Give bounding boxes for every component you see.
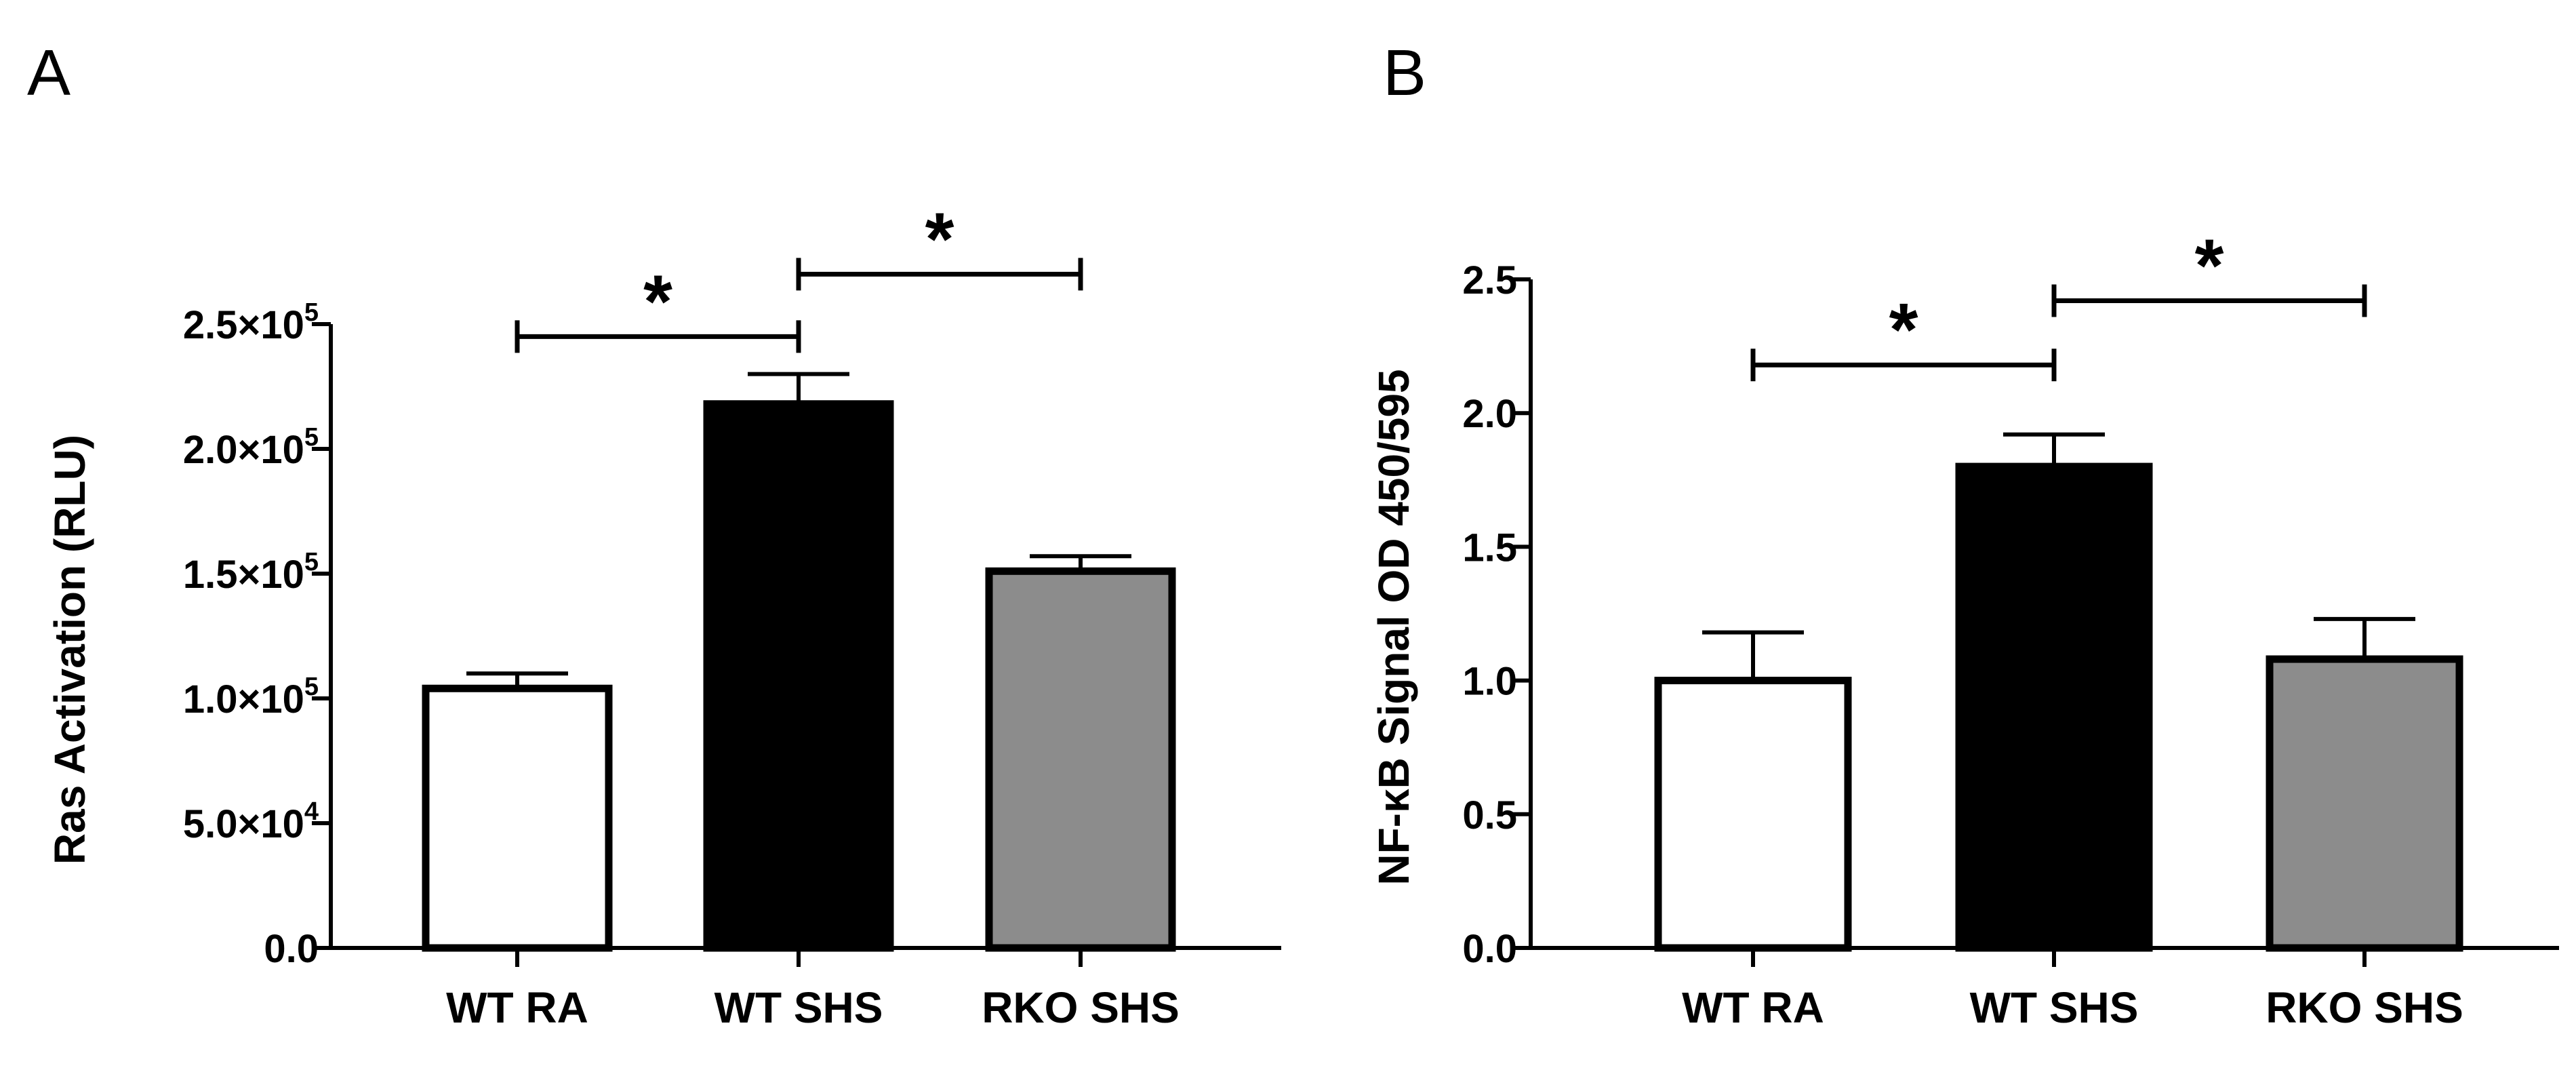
panel-a-y-tick-label: 1.0×105 <box>183 673 319 721</box>
panel-b-significance-star: * <box>2195 224 2224 308</box>
panel-a-bar <box>703 400 894 952</box>
panel-a-bar <box>985 567 1176 952</box>
panel-a-category-label: WT RA <box>446 983 588 1032</box>
panel-a-y-axis-title: Ras Activation (RLU) <box>45 435 94 865</box>
panel-b-y-tick-label: 2.5 <box>1462 258 1517 302</box>
panel-b-y-tick-label: 1.0 <box>1462 660 1517 704</box>
panel-a-category-label: RKO SHS <box>982 983 1180 1032</box>
panel-b-category-label: WT SHS <box>1970 983 2139 1032</box>
panel-a-significance-star: * <box>643 260 672 343</box>
panel-b-y-axis-title: NF-κB Signal OD 450/595 <box>1369 369 1418 885</box>
panel-b-category-label: WT RA <box>1682 983 1824 1032</box>
panel-b-letter: B <box>1383 37 1426 109</box>
panel-a-y-tick-label: 2.5×105 <box>183 298 319 347</box>
panel-b-chart: B 0.0 0.5 1.0 1.5 2.0 2.5 NF-κB Signal OD 450/… <box>1369 37 2559 1032</box>
panel-b-y-tick-label: 2.0 <box>1462 392 1517 436</box>
panel-a-chart: A 0.0 5.0×104 1.0×105 1.5×105 2.0×105 2.5×105… <box>27 37 1281 1032</box>
panel-a-y-tick-label: 5.0×104 <box>183 797 319 846</box>
panel-b-y-tick-label: 1.5 <box>1462 526 1517 570</box>
panel-b-bar <box>1654 677 1852 952</box>
panel-b-significance-star: * <box>1889 288 1918 372</box>
panel-a-y-tick-label: 1.5×105 <box>183 548 319 597</box>
panel-b-category-label: RKO SHS <box>2266 983 2463 1032</box>
panel-a-y-tick-label: 2.0×105 <box>183 423 319 472</box>
panel-b-y-tick-label: 0.0 <box>1462 927 1517 971</box>
panel-a-letter: A <box>27 37 71 109</box>
panel-b-bar <box>1955 462 2153 952</box>
panel-a-significance-star: * <box>925 197 954 281</box>
panel-a-category-label: WT SHS <box>715 983 883 1032</box>
panel-a-bar <box>422 684 613 952</box>
panel-b-bar <box>2266 655 2463 952</box>
panel-b-y-tick-label: 0.5 <box>1462 793 1517 837</box>
panel-a-y-tick-label: 0.0 <box>264 927 319 971</box>
